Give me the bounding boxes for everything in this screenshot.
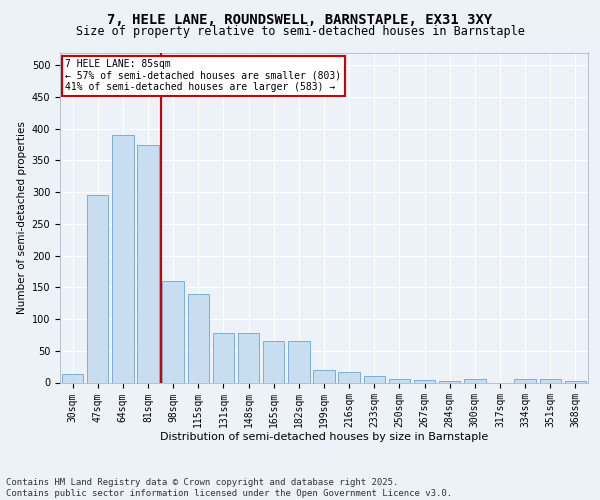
Bar — [514, 380, 536, 382]
X-axis label: Distribution of semi-detached houses by size in Barnstaple: Distribution of semi-detached houses by … — [160, 432, 488, 442]
Bar — [87, 196, 109, 382]
Bar — [238, 333, 259, 382]
Bar — [163, 281, 184, 382]
Bar — [539, 380, 561, 382]
Text: 7 HELE LANE: 85sqm
← 57% of semi-detached houses are smaller (803)
41% of semi-d: 7 HELE LANE: 85sqm ← 57% of semi-detache… — [65, 59, 341, 92]
Bar — [213, 333, 234, 382]
Bar — [188, 294, 209, 382]
Bar — [364, 376, 385, 382]
Bar — [137, 144, 158, 382]
Bar — [112, 135, 134, 382]
Bar — [313, 370, 335, 382]
Bar — [263, 341, 284, 382]
Bar — [389, 380, 410, 382]
Bar — [464, 380, 485, 382]
Text: 7, HELE LANE, ROUNDSWELL, BARNSTAPLE, EX31 3XY: 7, HELE LANE, ROUNDSWELL, BARNSTAPLE, EX… — [107, 12, 493, 26]
Bar — [414, 380, 435, 382]
Bar — [288, 341, 310, 382]
Text: Size of property relative to semi-detached houses in Barnstaple: Size of property relative to semi-detach… — [76, 25, 524, 38]
Bar — [439, 381, 460, 382]
Bar — [565, 381, 586, 382]
Bar — [338, 372, 360, 382]
Y-axis label: Number of semi-detached properties: Number of semi-detached properties — [17, 121, 28, 314]
Text: Contains HM Land Registry data © Crown copyright and database right 2025.
Contai: Contains HM Land Registry data © Crown c… — [6, 478, 452, 498]
Bar — [62, 374, 83, 382]
